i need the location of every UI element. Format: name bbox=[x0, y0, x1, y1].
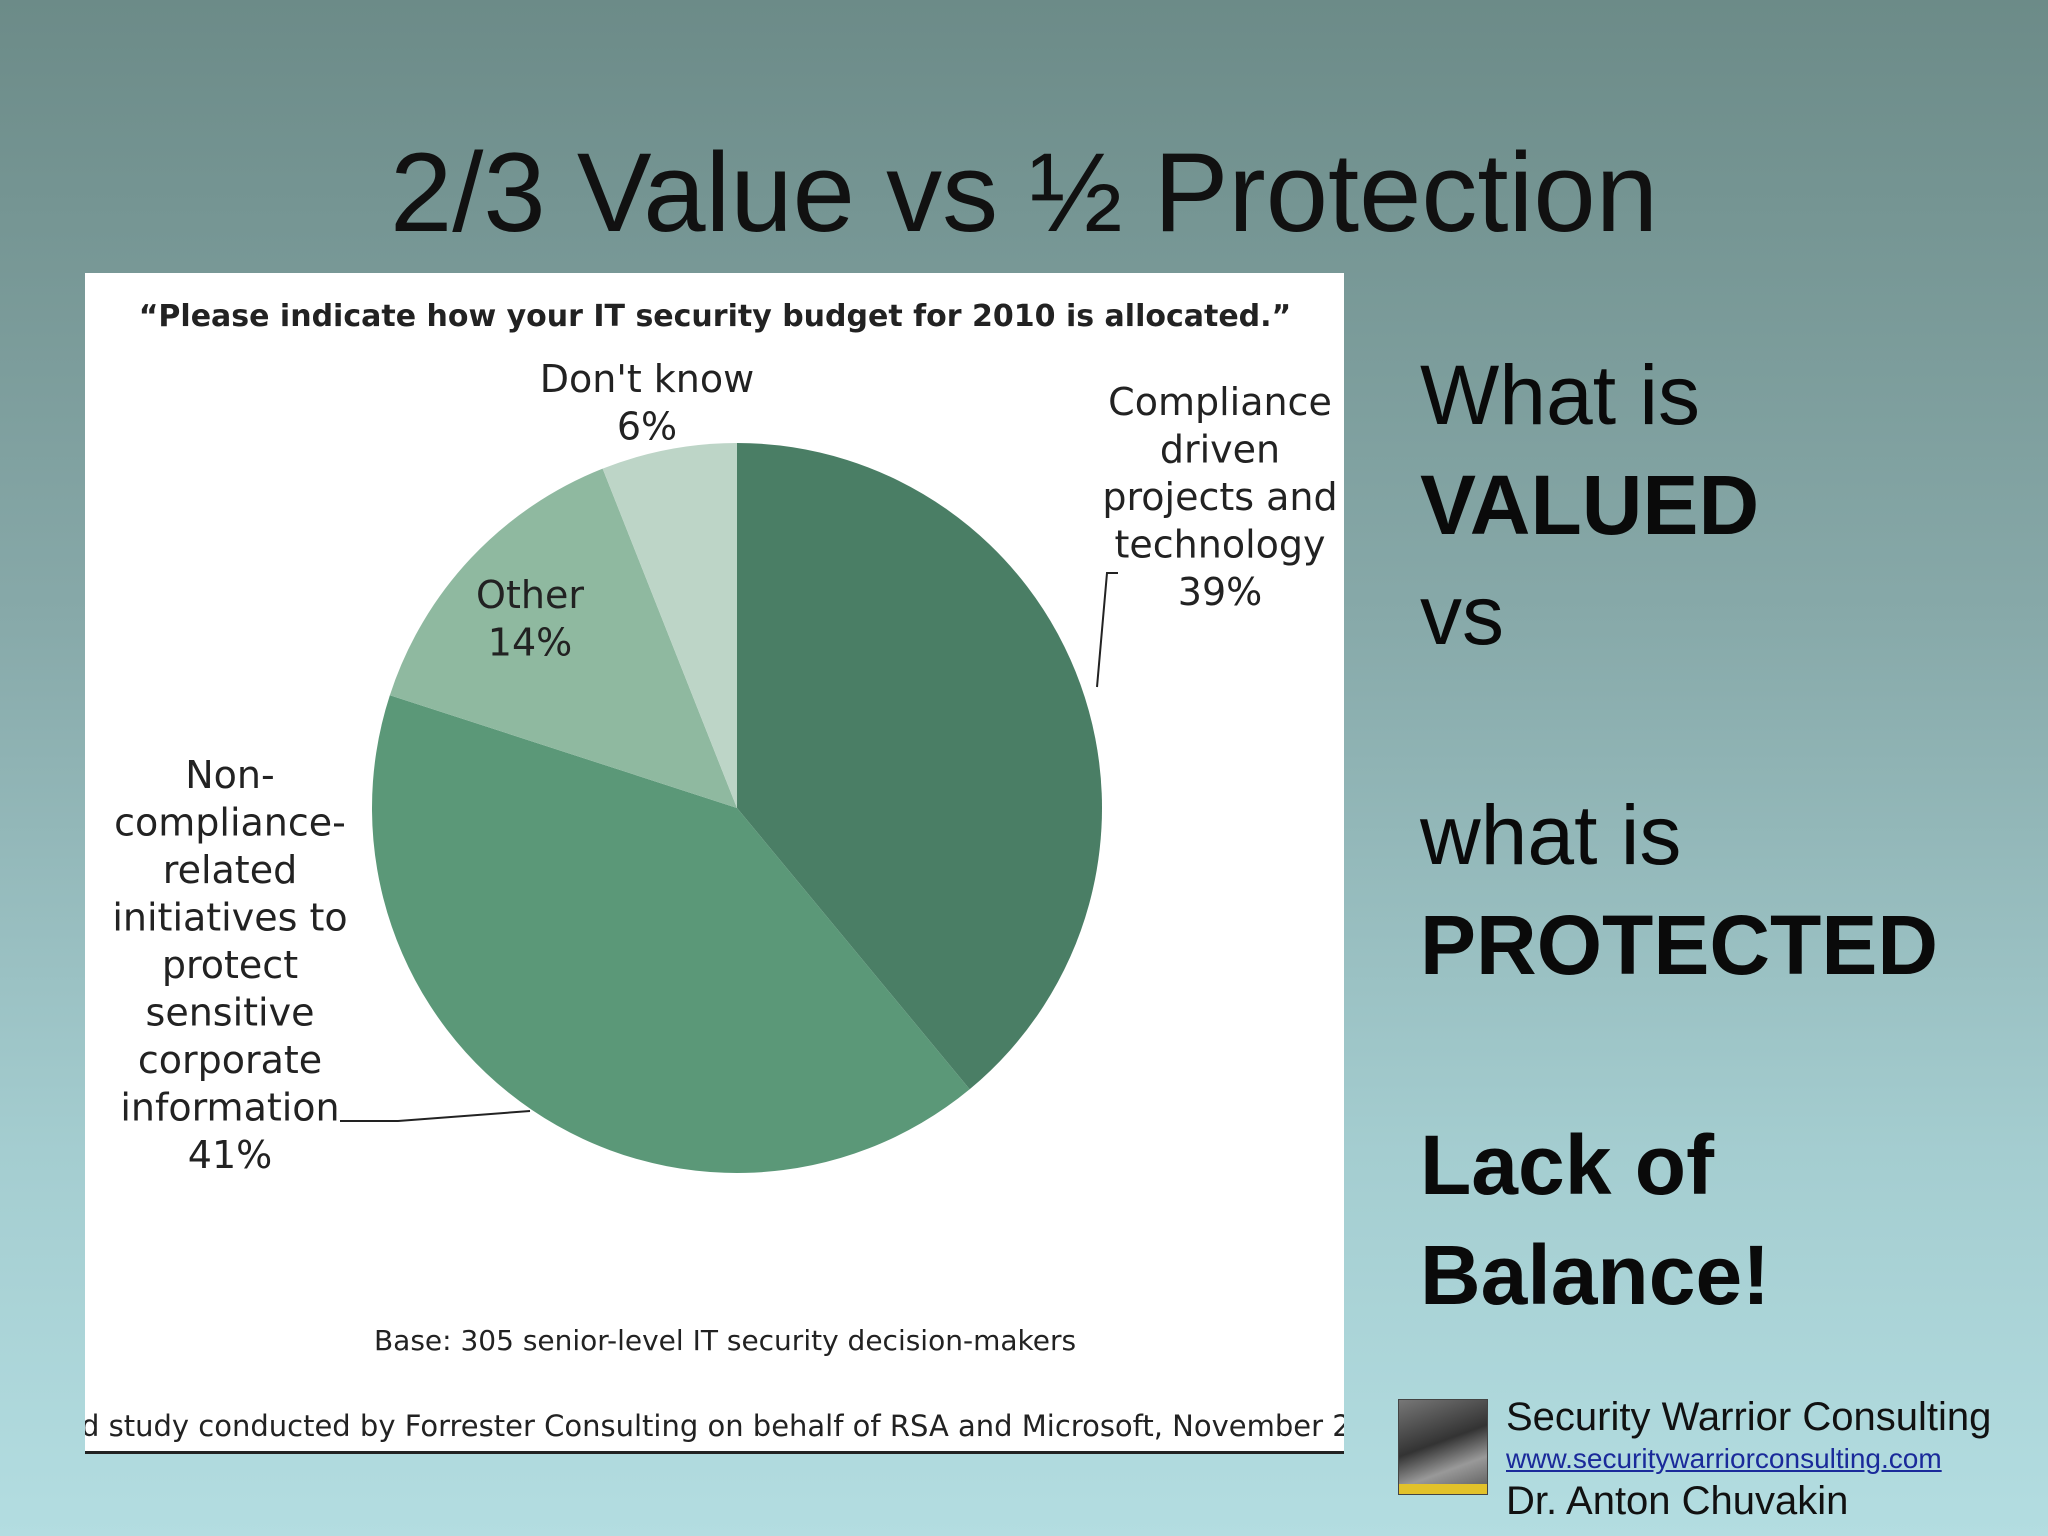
slice-label-line: information bbox=[120, 1086, 339, 1130]
spacer bbox=[1420, 1000, 2040, 1110]
slice-label-line: driven bbox=[1160, 428, 1280, 472]
slice-label-line: Compliance bbox=[1108, 380, 1332, 424]
pie-slice-noncompliance bbox=[371, 695, 970, 1174]
commentary-emphasis: Balance! bbox=[1420, 1228, 1771, 1322]
label-leaders bbox=[340, 572, 1118, 1122]
slice-label-line: projects and bbox=[1102, 475, 1337, 519]
slice-label-other: Other 14% bbox=[476, 573, 584, 665]
slice-label-line: protect bbox=[162, 943, 298, 987]
footer-credits: Security Warrior Consulting www.security… bbox=[1398, 1395, 2038, 1530]
slice-label-line: Non- bbox=[185, 753, 274, 797]
chart-panel: “Please indicate how your IT security bu… bbox=[85, 273, 1344, 1454]
slice-label-compliance: Compliance driven projects and technology 39… bbox=[1102, 380, 1337, 614]
leader-compliance bbox=[1096, 572, 1118, 688]
slice-label-line: related bbox=[163, 848, 297, 892]
commentary-emphasis: PROTECTED bbox=[1420, 898, 1939, 992]
pie-chart: “Please indicate how your IT security bu… bbox=[85, 299, 1344, 1443]
right-commentary: What is VALUED vs what is PROTECTED Lack… bbox=[1420, 340, 2040, 1330]
commentary-emphasis: VALUED bbox=[1420, 458, 1760, 552]
slice-label-dontknow: Don't know 6% bbox=[540, 357, 754, 449]
slice-label-line: initiatives to bbox=[112, 896, 347, 940]
pie-slice-dontknow bbox=[602, 443, 737, 808]
spacer bbox=[1420, 670, 2040, 780]
company-name: Security Warrior Consulting bbox=[1506, 1395, 1992, 1439]
website-link[interactable]: www.securitywarriorconsulting.com bbox=[1506, 1443, 1942, 1474]
slice-label-line: Other bbox=[476, 573, 584, 617]
author-photo bbox=[1398, 1399, 1488, 1495]
commentary-emphasis: Lack of bbox=[1420, 1118, 1715, 1212]
slice-label-noncompliance: Non-compliance-related initiatives to prot… bbox=[112, 753, 347, 1177]
slice-value-label: 14% bbox=[488, 621, 572, 665]
slice-value-label: 6% bbox=[617, 405, 677, 449]
slice-labels: Compliance driven projects and technology 39… bbox=[112, 357, 1337, 1177]
pie-slices bbox=[371, 443, 1103, 1174]
slice-label-line: compliance- bbox=[114, 801, 346, 845]
slide-title: 2/3 Value vs ½ Protection bbox=[390, 130, 1658, 255]
source-note: d study conducted by Forrester Consultin… bbox=[85, 1409, 1344, 1443]
pie-slice-other bbox=[389, 468, 737, 808]
commentary-line: vs bbox=[1420, 568, 1504, 662]
author-name: Dr. Anton Chuvakin bbox=[1506, 1479, 1849, 1523]
commentary-line: what is bbox=[1420, 788, 1682, 882]
slice-value-label: 41% bbox=[188, 1133, 272, 1177]
slice-label-line: Don't know bbox=[540, 357, 754, 401]
base-note: Base: 305 senior-level IT security decis… bbox=[374, 1324, 1076, 1357]
slice-label-line: corporate bbox=[138, 1038, 322, 1082]
pie-slice-compliance bbox=[737, 443, 1103, 1090]
slice-value-label: 39% bbox=[1178, 570, 1262, 614]
survey-question: “Please indicate how your IT security bu… bbox=[139, 299, 1292, 334]
leader-noncompliance bbox=[340, 1110, 531, 1122]
slice-label-line: sensitive bbox=[146, 991, 315, 1035]
slice-label-line: technology bbox=[1114, 523, 1325, 567]
commentary-line: What is bbox=[1420, 348, 1701, 442]
